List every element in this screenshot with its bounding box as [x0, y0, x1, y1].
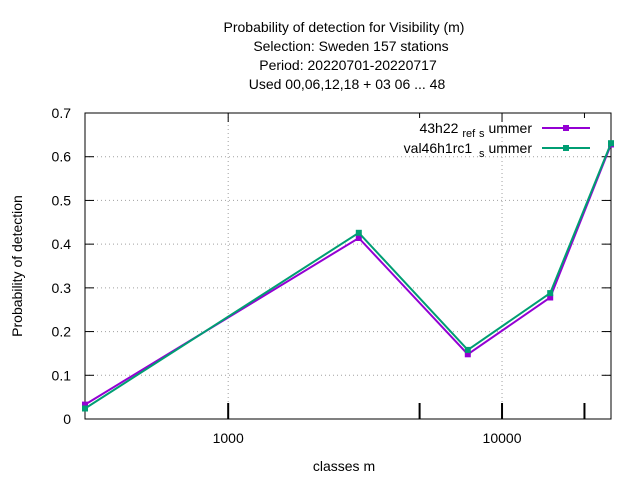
y-tick-label: 0.7	[52, 105, 72, 121]
x-tick-label: 1000	[213, 430, 244, 446]
grid	[85, 113, 611, 419]
legend-2-tail: ummer	[488, 140, 532, 156]
series-1-point	[355, 235, 362, 241]
series-1-point	[464, 351, 471, 358]
legend-2-main: val46h1rc1	[404, 140, 473, 156]
x-tick-label: 10000	[483, 430, 522, 446]
legend-1-sub: ref	[462, 128, 476, 140]
y-tick-label: 0.2	[52, 324, 72, 340]
series-2-point	[608, 140, 614, 147]
series-2-point	[82, 405, 88, 412]
plot-frame	[84, 112, 612, 420]
legend-1-mid: s	[479, 128, 485, 140]
series-1-point	[547, 294, 554, 301]
y-axis-label: Probability of detection	[9, 195, 25, 337]
title-line-1: Probability of detection for Visibility …	[224, 19, 465, 35]
series-line-2	[84, 142, 612, 410]
legend-label-1: 43h22 ref s ummer	[419, 120, 532, 140]
y-tick-label: 0.4	[52, 236, 72, 252]
y-tick-label: 0.6	[52, 149, 72, 165]
series-2-point	[547, 290, 554, 297]
legend-marker-2	[563, 145, 569, 151]
series-line-1	[84, 144, 612, 406]
y-tick-label: 0	[63, 411, 71, 427]
series-1-point	[82, 401, 88, 408]
title-line-2: Selection: Sweden 157 stations	[253, 38, 448, 54]
tick-labels: 0 0.1 0.2 0.3 0.4 0.5 0.6 0.7 1000 10000	[52, 105, 522, 446]
legend: 43h22 ref s ummer val46h1rc1 s ummer	[404, 120, 590, 160]
series-layer	[82, 140, 614, 412]
title-line-3: Period: 20220701-20220717	[259, 57, 437, 73]
title-line-4: Used 00,06,12,18 + 03 06 ... 48	[249, 76, 446, 92]
y-tick-label: 0.3	[52, 280, 72, 296]
axis-ticks	[85, 112, 611, 420]
series-2-point	[464, 346, 471, 353]
legend-1-tail: ummer	[488, 120, 532, 136]
series-2-point	[355, 229, 362, 236]
x-axis-label: classes m	[313, 458, 375, 474]
legend-2-mid: s	[479, 148, 485, 160]
legend-label-2: val46h1rc1 s ummer	[404, 140, 533, 160]
legend-marker-1	[563, 125, 569, 131]
legend-1-main: 43h22	[419, 120, 458, 136]
chart-title: Probability of detection for Visibility …	[224, 19, 465, 92]
y-tick-label: 0.5	[52, 192, 72, 208]
y-tick-label: 0.1	[52, 367, 72, 383]
